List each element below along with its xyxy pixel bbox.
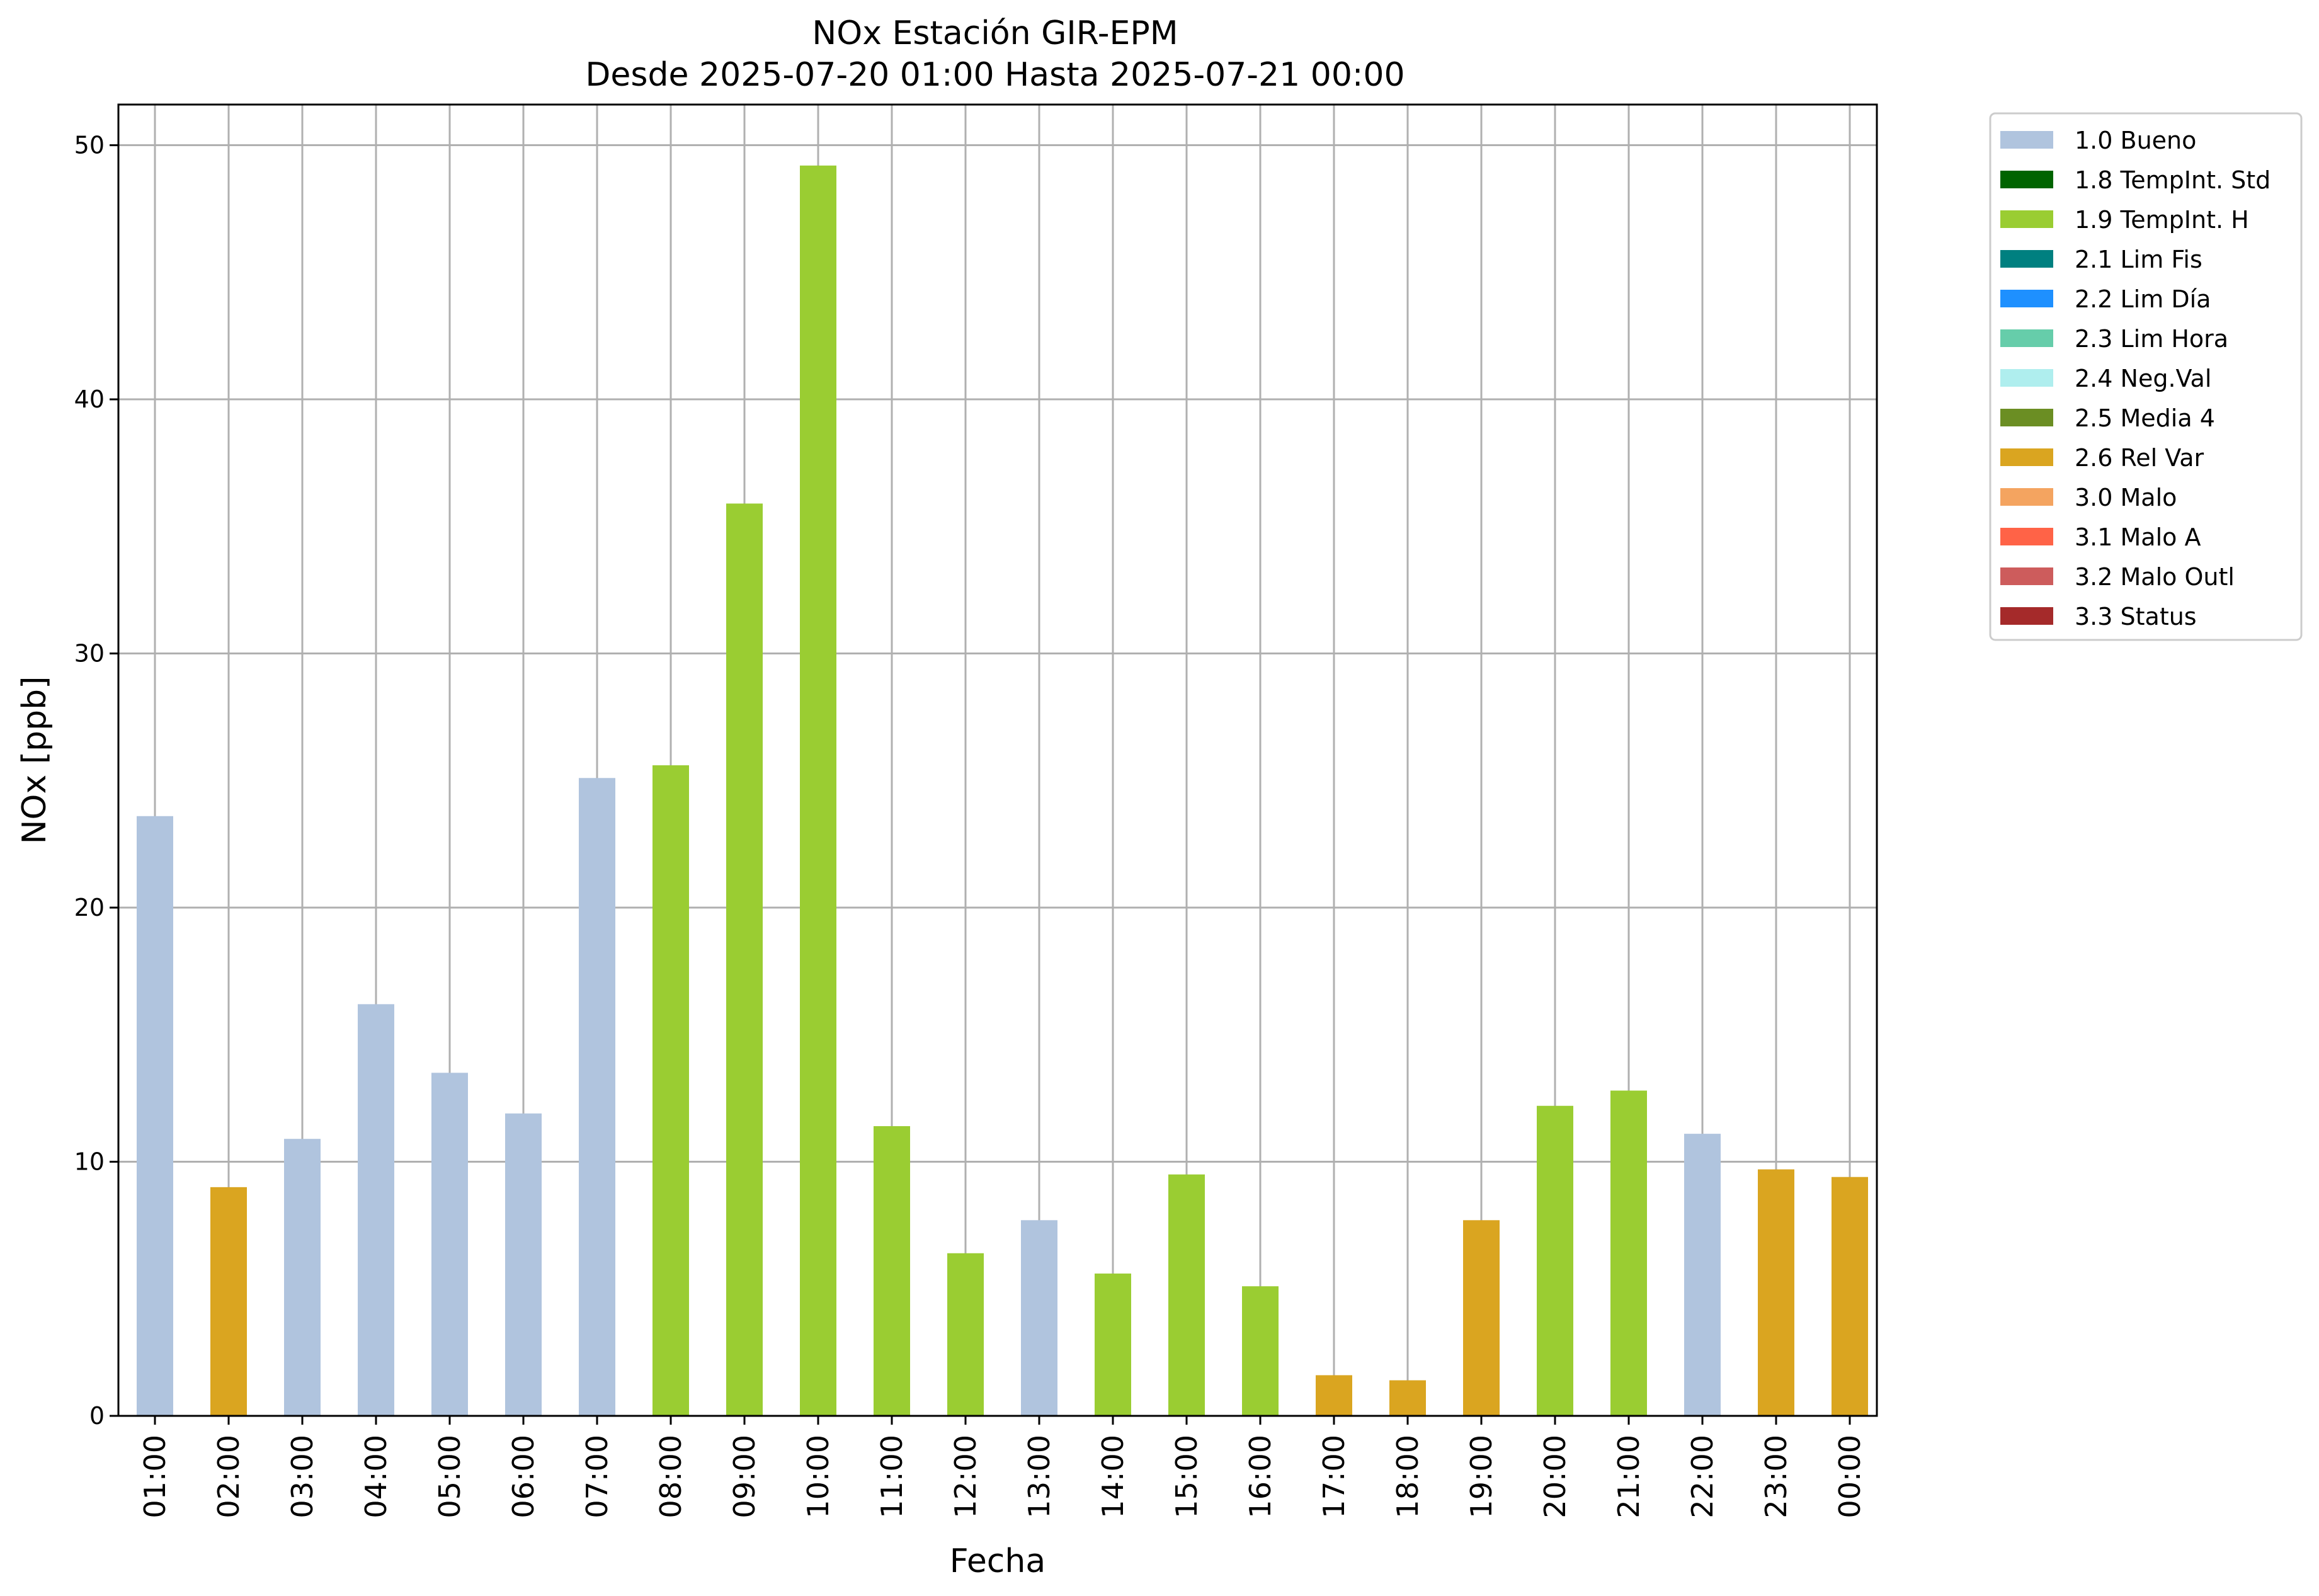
x-tick-label: 04:00 <box>359 1435 393 1519</box>
x-tick-label: 18:00 <box>1391 1435 1425 1519</box>
x-tick-label: 21:00 <box>1612 1435 1646 1519</box>
legend-label: 2.2 Lim Día <box>2075 285 2211 313</box>
x-tick-label: 05:00 <box>433 1435 467 1519</box>
bar-0600 <box>505 1113 542 1416</box>
legend-swatch <box>2000 528 2053 545</box>
x-axis-ticks: 01:00 02:00 03:00 04:00 05:00 06:00 07:00 08:00… <box>138 1416 1867 1519</box>
bar-1700 <box>1316 1375 1352 1416</box>
x-tick-label: 06:00 <box>506 1435 540 1519</box>
legend-swatch <box>2000 290 2053 307</box>
x-tick-label: 10:00 <box>801 1435 835 1519</box>
bar-1600 <box>1242 1286 1279 1416</box>
bar-0400 <box>358 1004 394 1416</box>
x-tick-label: 20:00 <box>1538 1435 1572 1519</box>
bars <box>137 165 1868 1416</box>
bar-0800 <box>652 765 689 1416</box>
y-tick-label: 20 <box>74 894 105 921</box>
y-axis-ticks: 0 10 20 30 40 50 <box>74 132 118 1430</box>
y-tick-label: 0 <box>89 1402 105 1430</box>
legend-label: 2.6 Rel Var <box>2075 444 2204 472</box>
bar-2000 <box>1537 1105 1573 1416</box>
legend-label: 2.5 Media 4 <box>2075 404 2215 432</box>
x-tick-label: 19:00 <box>1464 1435 1498 1519</box>
y-tick-label: 30 <box>74 640 105 668</box>
legend-label: 3.1 Malo A <box>2075 523 2201 551</box>
bar-0200 <box>210 1187 247 1416</box>
legend-label: 1.8 TempInt. Std <box>2075 166 2271 194</box>
legend-swatch <box>2000 448 2053 466</box>
legend-swatch <box>2000 409 2053 426</box>
x-tick-label: 17:00 <box>1317 1435 1351 1519</box>
legend-label: 1.9 TempInt. H <box>2075 206 2249 234</box>
legend-swatch <box>2000 210 2053 228</box>
bar-0300 <box>284 1139 321 1416</box>
legend-frame <box>1989 112 2303 641</box>
bar-1100 <box>874 1126 910 1416</box>
x-tick-label: 00:00 <box>1833 1435 1867 1519</box>
x-tick-label: 23:00 <box>1759 1435 1793 1519</box>
x-tick-label: 07:00 <box>580 1435 614 1519</box>
legend-swatch <box>2000 567 2053 585</box>
chart-subtitle: Desde 2025-07-20 01:00 Hasta 2025-07-21 … <box>585 56 1405 94</box>
x-tick-label: 12:00 <box>949 1435 983 1519</box>
legend: 1.0 Bueno 1.8 TempInt. Std 1.9 TempInt. H 2… <box>1989 112 2303 641</box>
bar-1200 <box>947 1253 984 1416</box>
legend-swatch <box>2000 369 2053 387</box>
y-axis-label: NOx [ppb] <box>16 676 54 845</box>
x-tick-label: 02:00 <box>212 1435 246 1519</box>
legend-swatch <box>2000 329 2053 347</box>
bar-2100 <box>1610 1090 1647 1416</box>
bar-1300 <box>1021 1220 1057 1416</box>
bar-1900 <box>1463 1220 1500 1416</box>
bar-1500 <box>1168 1174 1205 1416</box>
bar-1000 <box>800 165 836 1416</box>
x-tick-label: 08:00 <box>654 1435 688 1519</box>
legend-swatch <box>2000 250 2053 268</box>
legend-swatch <box>2000 488 2053 506</box>
bar-2300 <box>1758 1169 1794 1416</box>
legend-swatch <box>2000 171 2053 188</box>
x-axis-label: Fecha <box>950 1542 1046 1580</box>
x-tick-label: 22:00 <box>1685 1435 1719 1519</box>
bar-1800 <box>1389 1380 1426 1416</box>
y-tick-label: 10 <box>74 1148 105 1176</box>
bar-0700 <box>579 778 615 1416</box>
y-tick-label: 50 <box>74 132 105 159</box>
legend-swatch <box>2000 607 2053 625</box>
chart-title: NOx Estación GIR-EPM <box>812 14 1178 52</box>
legend-label: 3.3 Status <box>2075 603 2197 630</box>
bar-0900 <box>726 503 763 1416</box>
bar-0100 <box>137 816 173 1416</box>
plot-frame <box>117 103 1878 1417</box>
x-tick-label: 13:00 <box>1022 1435 1056 1519</box>
bar-0500 <box>431 1073 468 1416</box>
legend-label: 2.3 Lim Hora <box>2075 325 2228 353</box>
legend-label: 3.0 Malo <box>2075 484 2177 511</box>
legend-swatch <box>2000 131 2053 149</box>
x-tick-label: 09:00 <box>727 1435 761 1519</box>
x-tick-label: 15:00 <box>1170 1435 1204 1519</box>
x-tick-label: 11:00 <box>875 1435 909 1519</box>
bar-1400 <box>1095 1274 1131 1416</box>
bar-0000 <box>1832 1177 1868 1416</box>
legend-label: 2.1 Lim Fis <box>2075 246 2202 273</box>
x-tick-label: 16:00 <box>1243 1435 1277 1519</box>
x-tick-label: 03:00 <box>285 1435 319 1519</box>
bar-2200 <box>1684 1134 1721 1416</box>
legend-label: 3.2 Malo Outl <box>2075 563 2235 591</box>
x-tick-label: 14:00 <box>1096 1435 1130 1519</box>
y-tick-label: 40 <box>74 385 105 413</box>
x-tick-label: 01:00 <box>138 1435 172 1519</box>
legend-label: 2.4 Neg.Val <box>2075 365 2211 392</box>
legend-label: 1.0 Bueno <box>2075 127 2196 154</box>
